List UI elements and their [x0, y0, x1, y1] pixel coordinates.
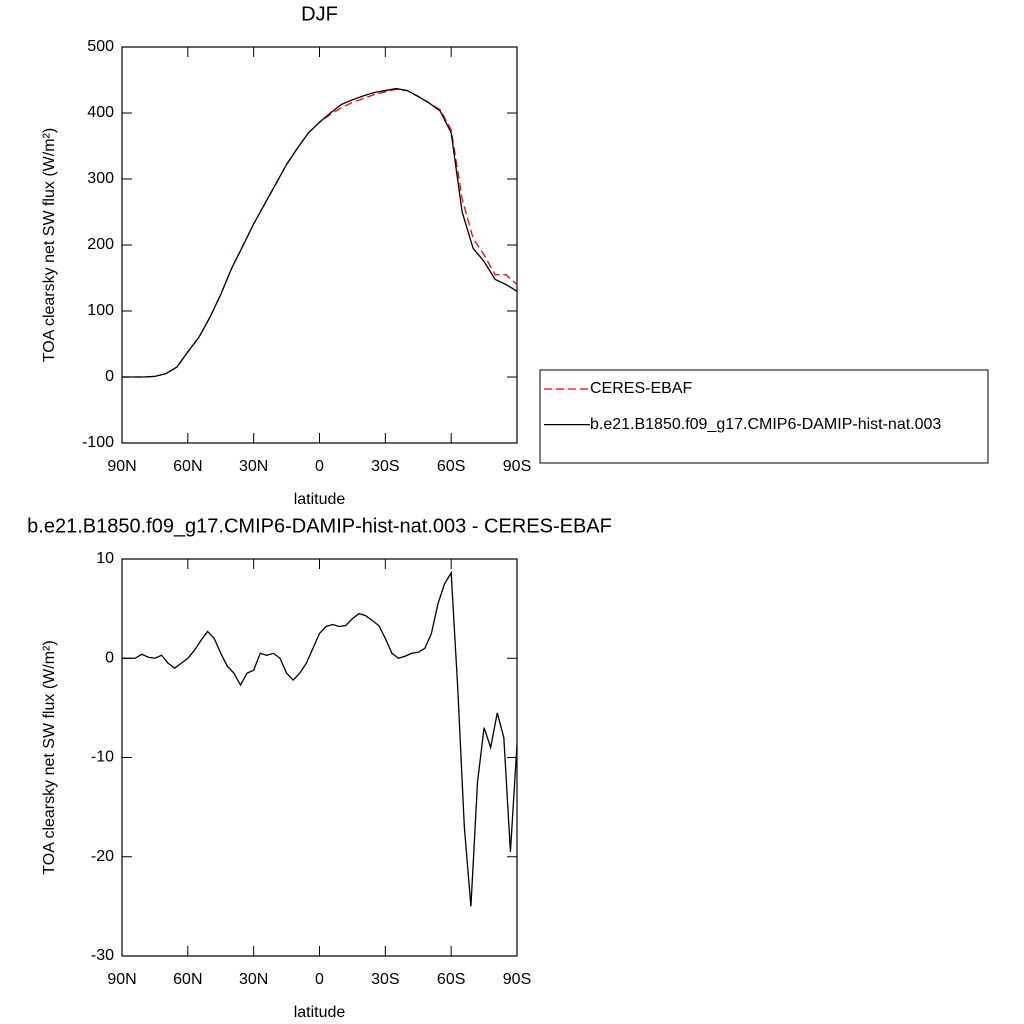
x-tick-label: 60S: [437, 971, 465, 988]
legend-box: [539, 369, 989, 464]
x-tick-label: 30N: [239, 971, 268, 988]
x-axis-label: latitude: [294, 491, 346, 508]
x-tick-label: 30S: [371, 971, 399, 988]
x-tick-label: 30S: [371, 458, 399, 475]
x-tick-label: 90N: [107, 458, 136, 475]
x-tick-label: 60N: [173, 971, 202, 988]
y-tick-label: 0: [105, 368, 114, 385]
x-tick-label: 90S: [503, 971, 531, 988]
y-tick-label: 200: [87, 236, 114, 253]
y-tick-label: -100: [82, 434, 114, 451]
x-tick-label: 60N: [173, 458, 202, 475]
chart-title: DJF: [301, 3, 338, 25]
data-line: [122, 570, 518, 907]
y-tick-label: -30: [91, 947, 114, 964]
y-tick-label: 10: [96, 550, 114, 567]
x-tick-label: 0: [315, 971, 324, 988]
y-axis-label: TOA clearsky net SW flux (W/m²): [41, 640, 58, 874]
x-tick-label: 0: [315, 458, 324, 475]
plot-frame: [121, 558, 518, 957]
y-tick-label: 0: [105, 649, 114, 666]
y-tick-label: 100: [87, 302, 114, 319]
data-line: [122, 88, 518, 378]
y-tick-label: 500: [87, 38, 114, 55]
y-axis-label: TOA clearsky net SW flux (W/m²): [41, 128, 58, 362]
y-tick-label: -20: [91, 848, 114, 865]
x-tick-label: 30N: [239, 458, 268, 475]
data-line: [122, 87, 518, 378]
x-tick-label: 90N: [107, 971, 136, 988]
legend-label: b.e21.B1850.f09_g17.CMIP6-DAMIP-hist-nat…: [590, 416, 941, 433]
x-tick-label: 60S: [437, 458, 465, 475]
chart-title: b.e21.B1850.f09_g17.CMIP6-DAMIP-hist-nat…: [27, 515, 612, 537]
y-tick-label: 300: [87, 170, 114, 187]
x-axis-label: latitude: [294, 1004, 346, 1021]
x-tick-label: 90S: [503, 458, 531, 475]
y-tick-label: -10: [91, 749, 114, 766]
legend-label: CERES-EBAF: [590, 380, 692, 397]
y-tick-label: 400: [87, 104, 114, 121]
plot-frame: [121, 46, 518, 444]
